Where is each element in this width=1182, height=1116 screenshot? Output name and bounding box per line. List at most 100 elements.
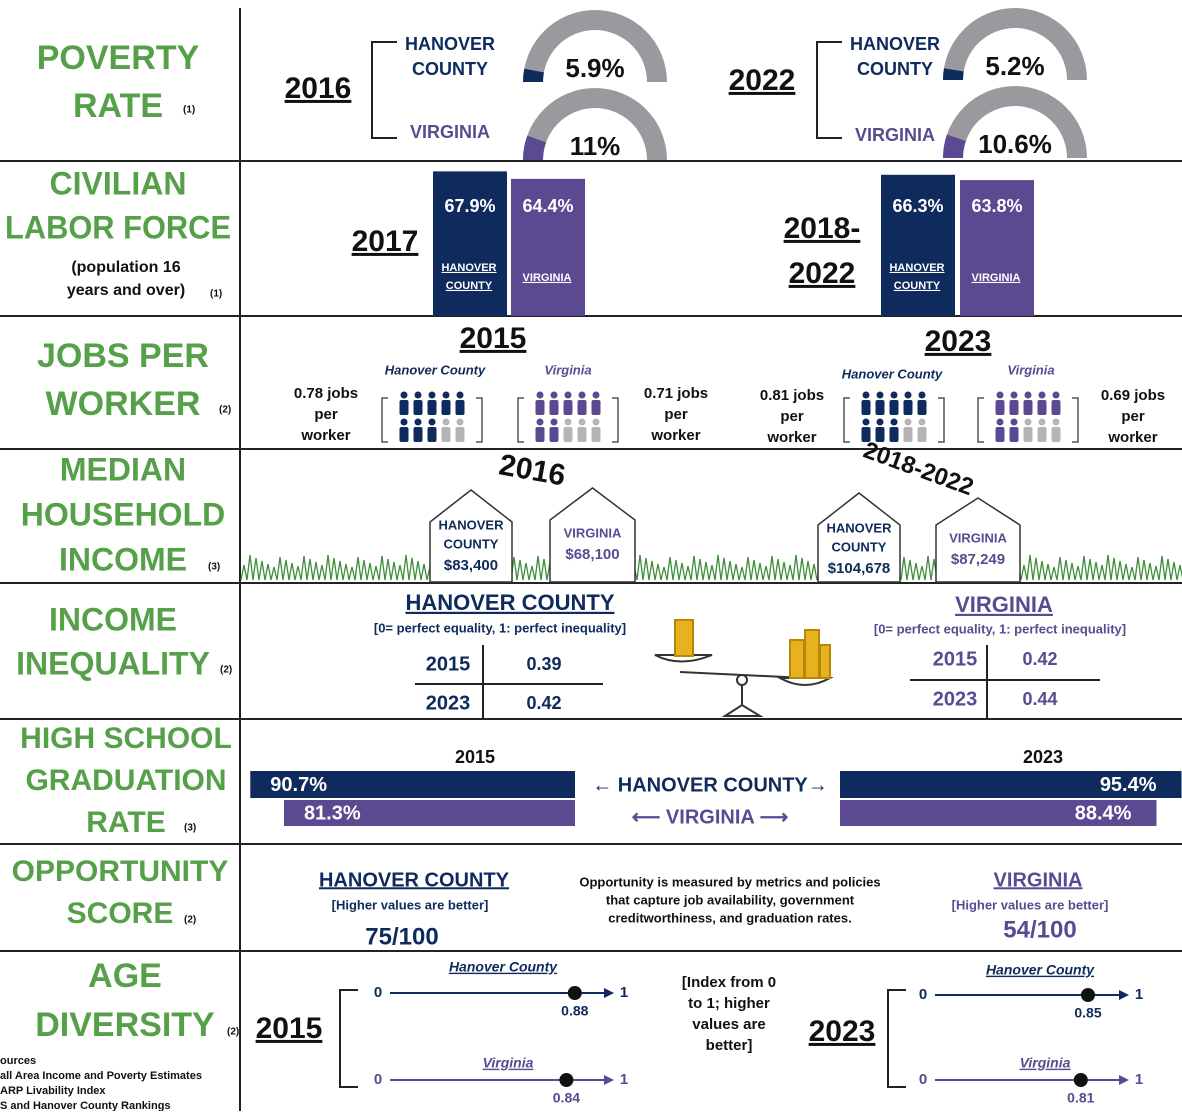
table-value: 0.42 xyxy=(526,693,561,713)
table-scale-note: [0= perfect equality, 1: perfect inequal… xyxy=(374,620,626,635)
person-icon-body xyxy=(904,400,913,415)
year: 2015 xyxy=(455,747,495,767)
section-label: RATE xyxy=(73,87,163,125)
gauge-label: 10.6% xyxy=(978,129,1052,159)
person-icon-body xyxy=(1052,427,1061,442)
person-icon-head xyxy=(863,419,870,426)
person-icon-body xyxy=(400,427,409,442)
section-label: JOBS PER xyxy=(37,337,209,375)
person-icon-head xyxy=(997,392,1004,399)
person-icon-body xyxy=(1038,427,1047,442)
bar-name: VIRGINIA xyxy=(523,272,572,284)
bracket xyxy=(340,990,358,1087)
jobs-ratio: worker xyxy=(650,427,700,444)
section-label: MEDIAN xyxy=(60,451,186,487)
section-label: POVERTY xyxy=(37,39,200,77)
person-icon-body xyxy=(918,427,927,442)
person-icon-body xyxy=(550,427,559,442)
jobs-ratio: 0.81 jobs xyxy=(760,387,824,404)
bracket xyxy=(372,42,397,138)
bar-name: COUNTY xyxy=(446,280,493,292)
person-icon-head xyxy=(429,392,436,399)
axis-end-label: 0 xyxy=(374,984,382,1001)
section-label: INEQUALITY xyxy=(16,645,210,681)
year: 2023 xyxy=(1023,747,1063,767)
axis-end-label: 1 xyxy=(1135,1071,1143,1088)
poverty-gauges: 5.9%11%5.2%10.6% xyxy=(523,8,1087,161)
region-name: COUNTY xyxy=(412,59,488,79)
year: 2023 xyxy=(809,1015,876,1048)
table-value: 0.44 xyxy=(1022,689,1057,709)
year: 2016 xyxy=(285,72,352,105)
arrow-head xyxy=(1119,1075,1129,1085)
balance-scale-icon xyxy=(655,620,830,716)
person-icon-body xyxy=(904,427,913,442)
person-icon-head xyxy=(891,392,898,399)
index-value: 0.81 xyxy=(1067,1090,1094,1106)
person-icon-body xyxy=(578,427,587,442)
index-value: 0.84 xyxy=(553,1090,580,1106)
region-name: Virginia xyxy=(544,362,591,377)
section-label: GRADUATION xyxy=(25,764,226,797)
bar-value: 95.4% xyxy=(1100,774,1157,796)
house-name: HANOVER xyxy=(438,517,504,532)
person-icon-head xyxy=(537,419,544,426)
bar-value: 81.3% xyxy=(304,802,361,824)
year: 2022 xyxy=(789,257,856,290)
description: [Index from 0 xyxy=(682,974,776,991)
axis-end-label: 1 xyxy=(620,1071,628,1088)
source-note: (2) xyxy=(184,915,196,926)
region-name: Hanover County xyxy=(449,959,558,975)
year: 2015 xyxy=(256,1012,323,1045)
section-subtitle: years and over) xyxy=(67,282,185,299)
index-dot xyxy=(1081,988,1095,1002)
person-icon-head xyxy=(1025,419,1032,426)
person-icon-head xyxy=(1011,419,1018,426)
source-line: all Area Income and Poverty Estimates xyxy=(0,1070,202,1082)
person-icon-head xyxy=(401,419,408,426)
jobs-ratio: 0.78 jobs xyxy=(294,385,358,402)
source-note: (3) xyxy=(184,823,196,834)
section-label: RATE xyxy=(86,806,165,839)
table-year: 2015 xyxy=(426,653,471,675)
person-icon-head xyxy=(863,392,870,399)
bracket xyxy=(844,398,850,442)
person-icon-body xyxy=(890,400,899,415)
person-icon-head xyxy=(443,392,450,399)
jobs-ratio: 0.71 jobs xyxy=(644,385,708,402)
person-icon-body xyxy=(592,427,601,442)
year: 2017 xyxy=(352,225,419,258)
person-icon-body xyxy=(876,400,885,415)
person-icon-body xyxy=(414,427,423,442)
section-label: HOUSEHOLD xyxy=(21,496,225,532)
axis-end-label: 0 xyxy=(374,1071,382,1088)
section-label: LABOR FORCE xyxy=(5,209,231,245)
index-dot xyxy=(559,1073,573,1087)
region-name: Hanover County xyxy=(842,366,943,381)
table-scale-note: [0= perfect equality, 1: perfect inequal… xyxy=(874,621,1126,636)
person-icon-head xyxy=(905,419,912,426)
bracket xyxy=(476,398,482,442)
person-icon-head xyxy=(1011,392,1018,399)
source-note: (1) xyxy=(210,289,222,300)
bracket xyxy=(1072,398,1078,442)
jobs-ratio: worker xyxy=(766,429,816,446)
region-name: Virginia xyxy=(1007,362,1054,377)
person-icon-body xyxy=(1010,400,1019,415)
source-line: ources xyxy=(0,1055,36,1067)
person-icon-body xyxy=(536,400,545,415)
person-icon-body xyxy=(1038,400,1047,415)
bracket xyxy=(612,398,618,442)
bar-value: 67.9% xyxy=(444,196,495,216)
person-icon-head xyxy=(551,419,558,426)
person-icon-head xyxy=(551,392,558,399)
person-icon-body xyxy=(442,400,451,415)
region-name: ← HANOVER COUNTY→ xyxy=(592,774,828,796)
section-label: CIVILIAN xyxy=(50,165,187,201)
source-note: (2) xyxy=(227,1027,239,1038)
person-icon-body xyxy=(536,427,545,442)
person-icon-head xyxy=(565,419,572,426)
source-note: (2) xyxy=(219,405,231,416)
person-icon-head xyxy=(443,419,450,426)
infographic: POVERTYRATE(1)CIVILIANLABOR FORCE(1)JOBS… xyxy=(0,0,1182,1111)
